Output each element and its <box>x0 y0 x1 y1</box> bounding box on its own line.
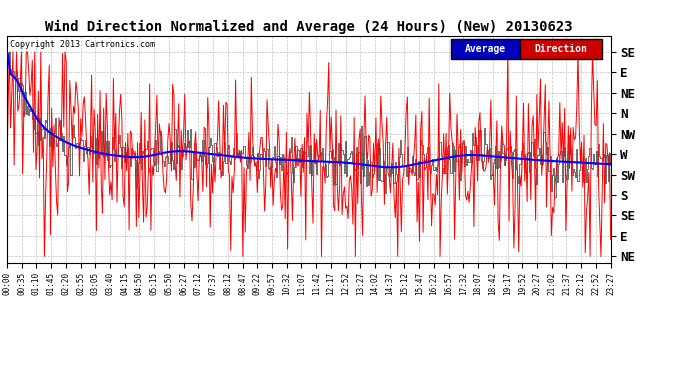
Text: Copyright 2013 Cartronics.com: Copyright 2013 Cartronics.com <box>10 40 155 49</box>
Title: Wind Direction Normalized and Average (24 Hours) (New) 20130623: Wind Direction Normalized and Average (2… <box>45 20 573 34</box>
FancyBboxPatch shape <box>520 39 602 60</box>
FancyBboxPatch shape <box>451 39 520 60</box>
Text: Direction: Direction <box>534 44 587 54</box>
Text: Average: Average <box>465 44 506 54</box>
